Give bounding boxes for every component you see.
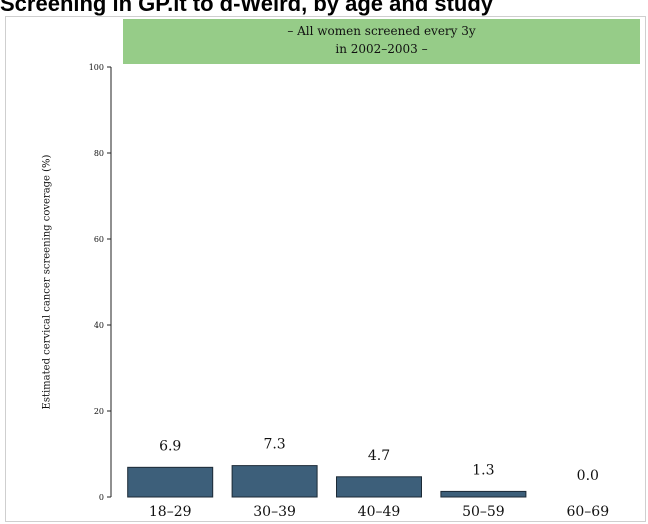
bar-value-label: 7.3	[263, 437, 285, 453]
facet-strip: – All women screened every 3y in 2002–20…	[123, 19, 640, 64]
x-tick-label: 30–39	[253, 504, 296, 520]
bar	[336, 476, 422, 498]
y-tick-label: 40	[94, 321, 104, 330]
y-tick-label: 60	[94, 235, 104, 244]
bar-value-label: 4.7	[368, 448, 390, 464]
y-tick-label: 80	[94, 149, 104, 158]
x-tick-label: 40–49	[358, 504, 401, 520]
page-title: Screening in GP.it to d-Weird, by age an…	[0, 0, 494, 16]
x-tick-label: 50–59	[462, 504, 505, 520]
bar	[127, 466, 214, 498]
facet-strip-line-2: in 2002–2003 –	[335, 42, 428, 56]
bar	[440, 490, 527, 498]
bar-value-label: 1.3	[472, 462, 494, 478]
x-tick-label: 60–69	[566, 504, 609, 520]
x-tick-label: 18–29	[149, 504, 192, 520]
bar	[231, 465, 318, 498]
facet-strip-line-1: – All women screened every 3y	[287, 24, 476, 38]
y-tick-label: 100	[89, 63, 104, 72]
bar-value-label: 6.9	[159, 438, 181, 454]
y-tick-label: 20	[94, 407, 104, 416]
bar-value-label: 0.0	[577, 468, 599, 484]
chart-panel	[5, 16, 646, 522]
y-tick-label: 0	[99, 493, 104, 502]
